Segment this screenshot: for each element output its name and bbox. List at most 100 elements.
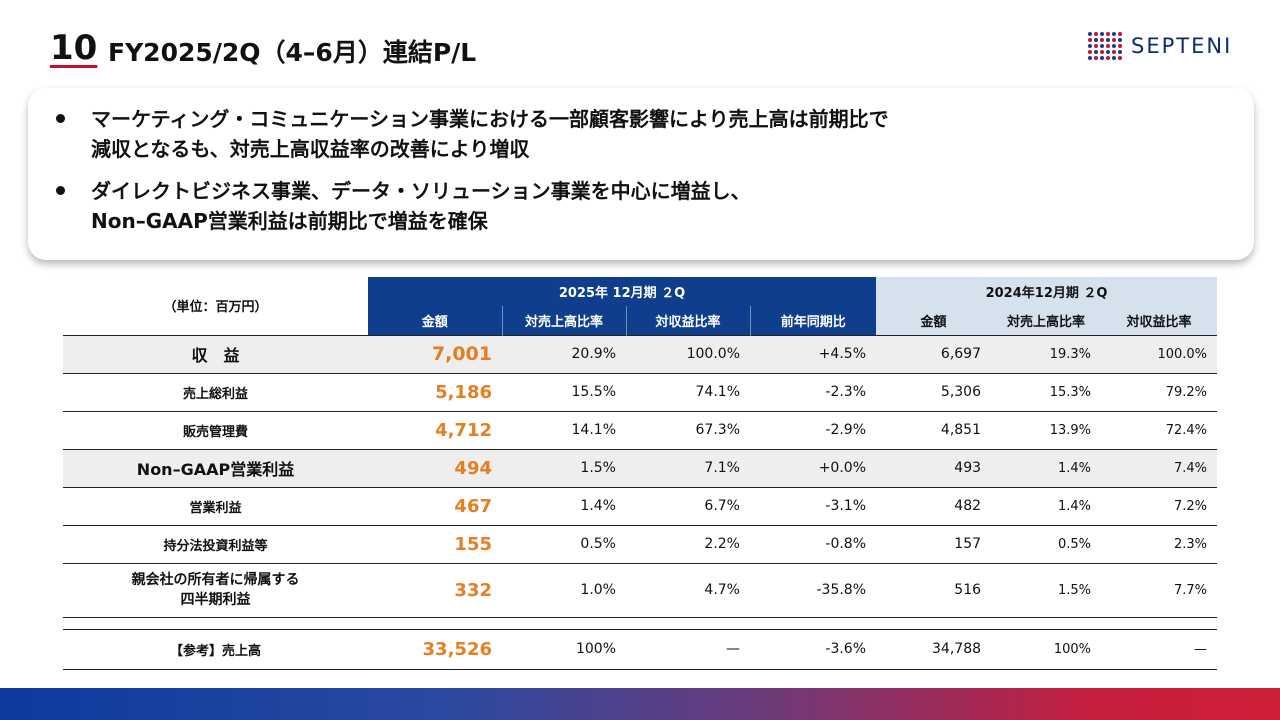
- prev-sales-ratio-cell: 19.3%: [991, 334, 1102, 374]
- prev-revenue-ratio-cell: 7.2%: [1101, 487, 1218, 526]
- revenue-ratio-cell: 6.7%: [626, 487, 750, 526]
- bullet-dot-icon: [56, 114, 65, 123]
- revenue-ratio-cell: 74.1%: [626, 373, 750, 412]
- amount-cell: 4,712: [368, 411, 502, 450]
- prev-sales-ratio-cell: 15.3%: [991, 373, 1102, 412]
- row-label: 収 益: [63, 334, 368, 374]
- row-label-line: 四半期利益: [180, 592, 251, 608]
- summary-bullet: マーケティング・コミュニケーション事業における一部顧客影響により売上高は前期比で…: [56, 104, 1234, 164]
- unit-label: （単位：百万円）: [163, 300, 268, 316]
- logo-text: SEPTENI: [1131, 34, 1233, 58]
- table-row: 持分法投資利益等 155 0.5% 2.2% -0.8% 157 0.5% 2.…: [63, 525, 1218, 564]
- amount-cell: 33,526: [368, 629, 502, 670]
- row-label: 【参考】売上高: [63, 629, 368, 670]
- row-label: Non–GAAP営業利益: [63, 449, 368, 488]
- footer-gradient-bar: [0, 688, 1280, 720]
- amount-cell: 332: [368, 563, 502, 618]
- revenue-ratio-cell: —: [626, 629, 750, 670]
- company-logo: SEPTENI: [1088, 28, 1248, 64]
- prev-sales-ratio-cell: 1.4%: [991, 487, 1102, 526]
- column-header: 対収益比率: [625, 306, 750, 335]
- amount-cell: 7,001: [368, 334, 502, 374]
- yoy-cell: -0.8%: [750, 525, 877, 564]
- yoy-cell: -3.6%: [750, 629, 877, 670]
- bullet-text-line: Non–GAAP営業利益は前期比で増益を確保: [91, 209, 488, 233]
- sales-ratio-cell: 100%: [502, 629, 626, 670]
- prev-revenue-ratio-cell: 7.4%: [1101, 449, 1218, 488]
- table-row: 収 益 7,001 20.9% 100.0% +4.5% 6,697 19.3%…: [63, 334, 1218, 374]
- amount-cell: 5,186: [368, 373, 502, 412]
- yoy-cell: -2.3%: [750, 373, 877, 412]
- yoy-cell: +4.5%: [750, 334, 877, 374]
- revenue-ratio-cell: 4.7%: [626, 563, 750, 618]
- table-header-row: 金額 対売上高比率 対収益比率 前年同期比 金額 対売上高比率 対収益比率: [63, 306, 1218, 335]
- revenue-ratio-cell: 67.3%: [626, 411, 750, 450]
- table-row: 売上総利益 5,186 15.5% 74.1% -2.3% 5,306 15.3…: [63, 373, 1218, 412]
- table-row: 販売管理費 4,712 14.1% 67.3% -2.9% 4,851 13.9…: [63, 411, 1218, 450]
- bullet-dot-icon: [56, 186, 65, 195]
- row-label: 販売管理費: [63, 411, 368, 450]
- sales-ratio-cell: 0.5%: [502, 525, 626, 564]
- slide-number: 10: [50, 28, 98, 68]
- prev-sales-ratio-cell: 0.5%: [991, 525, 1102, 564]
- summary-box: マーケティング・コミュニケーション事業における一部顧客影響により売上高は前期比で…: [28, 88, 1254, 260]
- prev-sales-ratio-cell: 100%: [991, 629, 1102, 670]
- revenue-ratio-cell: 100.0%: [626, 334, 750, 374]
- row-label: 売上総利益: [63, 373, 368, 412]
- prev-sales-ratio-cell: 13.9%: [991, 411, 1102, 450]
- logo-mark-icon: [1088, 31, 1123, 61]
- row-label: 親会社の所有者に帰属する 四半期利益: [63, 563, 368, 618]
- column-header: 前年同期比: [749, 306, 877, 335]
- yoy-cell: -3.1%: [750, 487, 877, 526]
- column-header: 対収益比率: [1101, 306, 1218, 335]
- column-header: 対売上高比率: [991, 306, 1102, 335]
- group-header-prior: 2024年12月期 ２Q: [876, 277, 1218, 306]
- prev-revenue-ratio-cell: 100.0%: [1101, 334, 1218, 374]
- prev-revenue-ratio-cell: 2.3%: [1101, 525, 1218, 564]
- yoy-cell: -2.9%: [750, 411, 877, 450]
- slide-title: FY2025/2Q（4–6月）連結P/L: [108, 38, 477, 67]
- amount-cell: 467: [368, 487, 502, 526]
- amount-cell: 155: [368, 525, 502, 564]
- table-row: 親会社の所有者に帰属する 四半期利益 332 1.0% 4.7% -35.8% …: [63, 563, 1218, 618]
- sales-ratio-cell: 14.1%: [502, 411, 626, 450]
- table-header-row: （単位：百万円） 2025年 12月期 ２Q 2024年12月期 ２Q: [63, 277, 1218, 315]
- prev-sales-ratio-cell: 1.4%: [991, 449, 1102, 488]
- table-row: 営業利益 467 1.4% 6.7% -3.1% 482 1.4% 7.2%: [63, 487, 1218, 526]
- prev-revenue-ratio-cell: —: [1101, 629, 1218, 670]
- table-spacer: [63, 617, 1218, 630]
- prev-amount-cell: 6,697: [876, 334, 992, 374]
- sales-ratio-cell: 1.0%: [502, 563, 626, 618]
- row-label: 持分法投資利益等: [63, 525, 368, 564]
- prev-revenue-ratio-cell: 72.4%: [1101, 411, 1218, 450]
- column-header: 金額: [368, 306, 502, 335]
- summary-bullet: ダイレクトビジネス事業、データ・ソリューション事業を中心に増益し、 Non–GA…: [56, 176, 1234, 236]
- sales-ratio-cell: 1.4%: [502, 487, 626, 526]
- reference-row: 【参考】売上高 33,526 100% — -3.6% 34,788 100% …: [63, 629, 1218, 670]
- revenue-ratio-cell: 2.2%: [626, 525, 750, 564]
- amount-cell: 494: [368, 449, 502, 488]
- column-header: 金額: [876, 306, 992, 335]
- prev-amount-cell: 516: [876, 563, 992, 618]
- revenue-ratio-cell: 7.1%: [626, 449, 750, 488]
- bullet-text-line: マーケティング・コミュニケーション事業における一部顧客影響により売上高は前期比で: [91, 107, 889, 131]
- sales-ratio-cell: 1.5%: [502, 449, 626, 488]
- prev-amount-cell: 157: [876, 525, 992, 564]
- sales-ratio-cell: 15.5%: [502, 373, 626, 412]
- prev-amount-cell: 482: [876, 487, 992, 526]
- prev-sales-ratio-cell: 1.5%: [991, 563, 1102, 618]
- prev-revenue-ratio-cell: 7.7%: [1101, 563, 1218, 618]
- sales-ratio-cell: 20.9%: [502, 334, 626, 374]
- column-header: 対売上高比率: [501, 306, 626, 335]
- prev-amount-cell: 5,306: [876, 373, 992, 412]
- prev-amount-cell: 493: [876, 449, 992, 488]
- table-row: Non–GAAP営業利益 494 1.5% 7.1% +0.0% 493 1.4…: [63, 449, 1218, 488]
- group-header-current: 2025年 12月期 ２Q: [368, 277, 877, 306]
- row-label-line: 親会社の所有者に帰属する: [131, 572, 300, 588]
- prev-revenue-ratio-cell: 79.2%: [1101, 373, 1218, 412]
- prev-amount-cell: 4,851: [876, 411, 992, 450]
- yoy-cell: +0.0%: [750, 449, 877, 488]
- pl-table: （単位：百万円） 2025年 12月期 ２Q 2024年12月期 ２Q 金額 対…: [63, 277, 1218, 670]
- prev-amount-cell: 34,788: [876, 629, 992, 670]
- yoy-cell: -35.8%: [750, 563, 877, 618]
